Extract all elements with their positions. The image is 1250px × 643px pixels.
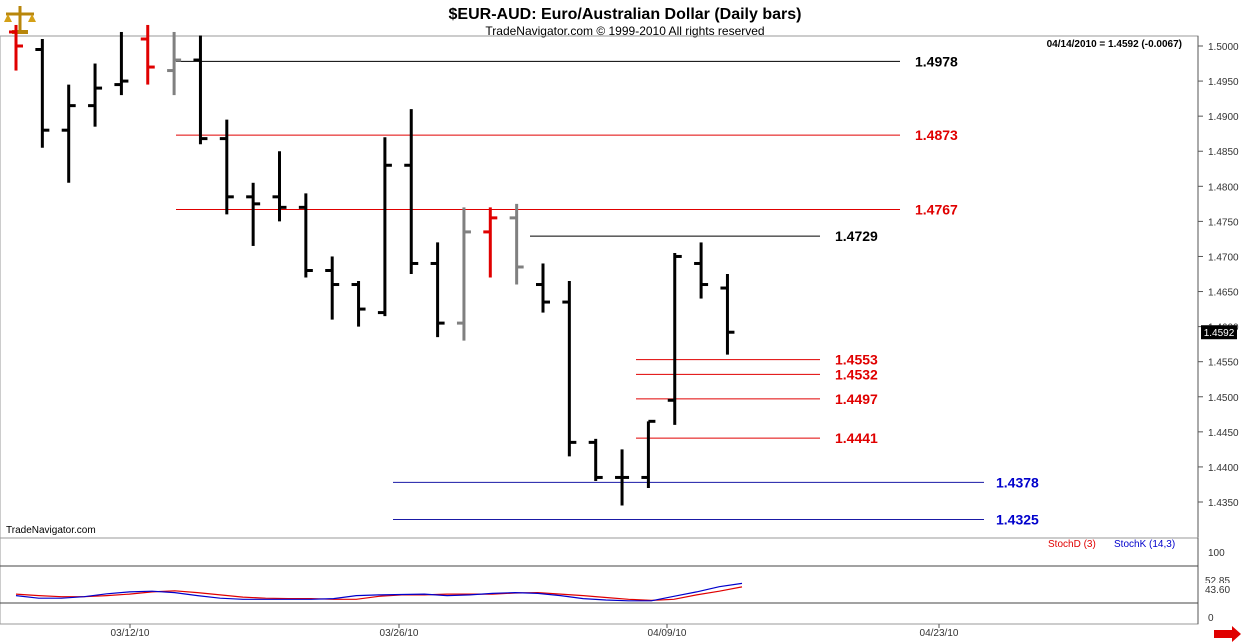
ohlc-bar xyxy=(430,242,445,338)
level-label: 1.4441 xyxy=(835,430,878,446)
ohlc-bar xyxy=(615,449,630,506)
stoch-value-label: 43.60 xyxy=(1205,585,1230,596)
level-label: 1.4767 xyxy=(915,201,958,217)
ohlc-bar xyxy=(325,256,340,320)
price-tick-label: 1.4350 xyxy=(1208,498,1239,509)
last-price-tag xyxy=(1201,325,1237,340)
ohlc-bar xyxy=(351,281,366,327)
ohlc-bar xyxy=(246,182,261,246)
last-price-label: 1.4592 xyxy=(1204,328,1235,339)
ohlc-bar xyxy=(588,438,603,481)
arrow-right-icon[interactable] xyxy=(1214,626,1241,642)
level-label: 1.4553 xyxy=(835,352,878,368)
ohlc-bar xyxy=(298,193,313,278)
stoch-tick-label: 0 xyxy=(1208,613,1214,624)
watermark: TradeNavigator.com xyxy=(6,525,96,536)
price-tick-label: 1.4900 xyxy=(1208,112,1239,123)
level-label: 1.4978 xyxy=(915,53,958,69)
stoch-value-tag xyxy=(1201,583,1231,595)
level-label: 1.4532 xyxy=(835,366,878,382)
ohlc-bar xyxy=(35,38,50,148)
ohlc-bar xyxy=(720,274,735,355)
price-tick-label: 1.4700 xyxy=(1208,252,1239,263)
ohlc-bar xyxy=(641,419,656,488)
ohlc-bar xyxy=(483,207,498,278)
ohlc-bar xyxy=(536,263,550,313)
stoch-value-label: 52.85 xyxy=(1205,576,1230,587)
ohlc-bar xyxy=(562,281,577,457)
ohlc-bar xyxy=(272,151,287,222)
level-label: 1.4378 xyxy=(996,474,1039,490)
stoch-line-d xyxy=(15,586,743,602)
ohlc-bar xyxy=(404,109,419,274)
stoch-line-k xyxy=(15,582,743,602)
level-label: 1.4497 xyxy=(835,391,878,407)
ohlc-bar xyxy=(377,137,392,317)
price-tick-label: 1.4850 xyxy=(1208,147,1239,158)
level-label: 1.4729 xyxy=(835,228,878,244)
level-label: 1.4873 xyxy=(915,127,958,143)
ohlc-bar xyxy=(667,252,682,425)
price-tick-label: 1.5000 xyxy=(1208,42,1239,53)
date-label: 03/12/10 xyxy=(111,628,150,639)
stoch-tick-label: 100 xyxy=(1208,548,1225,559)
ohlc-bar xyxy=(140,24,155,85)
date-label: 04/23/10 xyxy=(920,628,959,639)
stochk-legend: StochK (14,3) xyxy=(1114,539,1175,550)
price-tick-label: 1.4950 xyxy=(1208,77,1239,88)
indicator-pane xyxy=(0,537,1199,625)
ohlc-bar xyxy=(61,84,76,183)
ohlc-bar xyxy=(114,31,129,96)
price-pane xyxy=(0,35,1199,539)
price-tick-label: 1.4450 xyxy=(1208,428,1239,439)
date-label: 04/09/10 xyxy=(648,628,687,639)
price-tick-label: 1.4650 xyxy=(1208,288,1239,299)
scales-icon xyxy=(1,1,41,35)
ohlc-bar xyxy=(193,35,208,145)
ohlc-bar xyxy=(88,63,103,127)
price-tick-label: 1.4750 xyxy=(1208,217,1239,228)
ohlc-bar xyxy=(509,203,524,285)
chart-title: $EUR-AUD: Euro/Australian Dollar (Daily … xyxy=(449,6,802,23)
price-tick-label: 1.4550 xyxy=(1208,358,1239,369)
ohlc-bar xyxy=(694,242,709,299)
ohlc-bar xyxy=(219,119,234,215)
stochd-legend: StochD (3) xyxy=(1048,539,1096,550)
ohlc-bar xyxy=(456,207,471,341)
chart-subtitle: TradeNavigator.com © 1999-2010 All right… xyxy=(485,24,764,38)
level-label: 1.4325 xyxy=(996,512,1039,528)
date-label: 03/26/10 xyxy=(380,628,419,639)
last-quote: 04/14/2010 = 1.4592 (-0.0067) xyxy=(1047,39,1182,50)
price-tick-label: 1.4800 xyxy=(1208,182,1239,193)
ohlc-bar xyxy=(167,31,182,96)
ohlc-bar xyxy=(9,24,23,71)
price-tick-label: 1.4500 xyxy=(1208,393,1239,404)
price-tick-label: 1.4400 xyxy=(1208,463,1239,474)
